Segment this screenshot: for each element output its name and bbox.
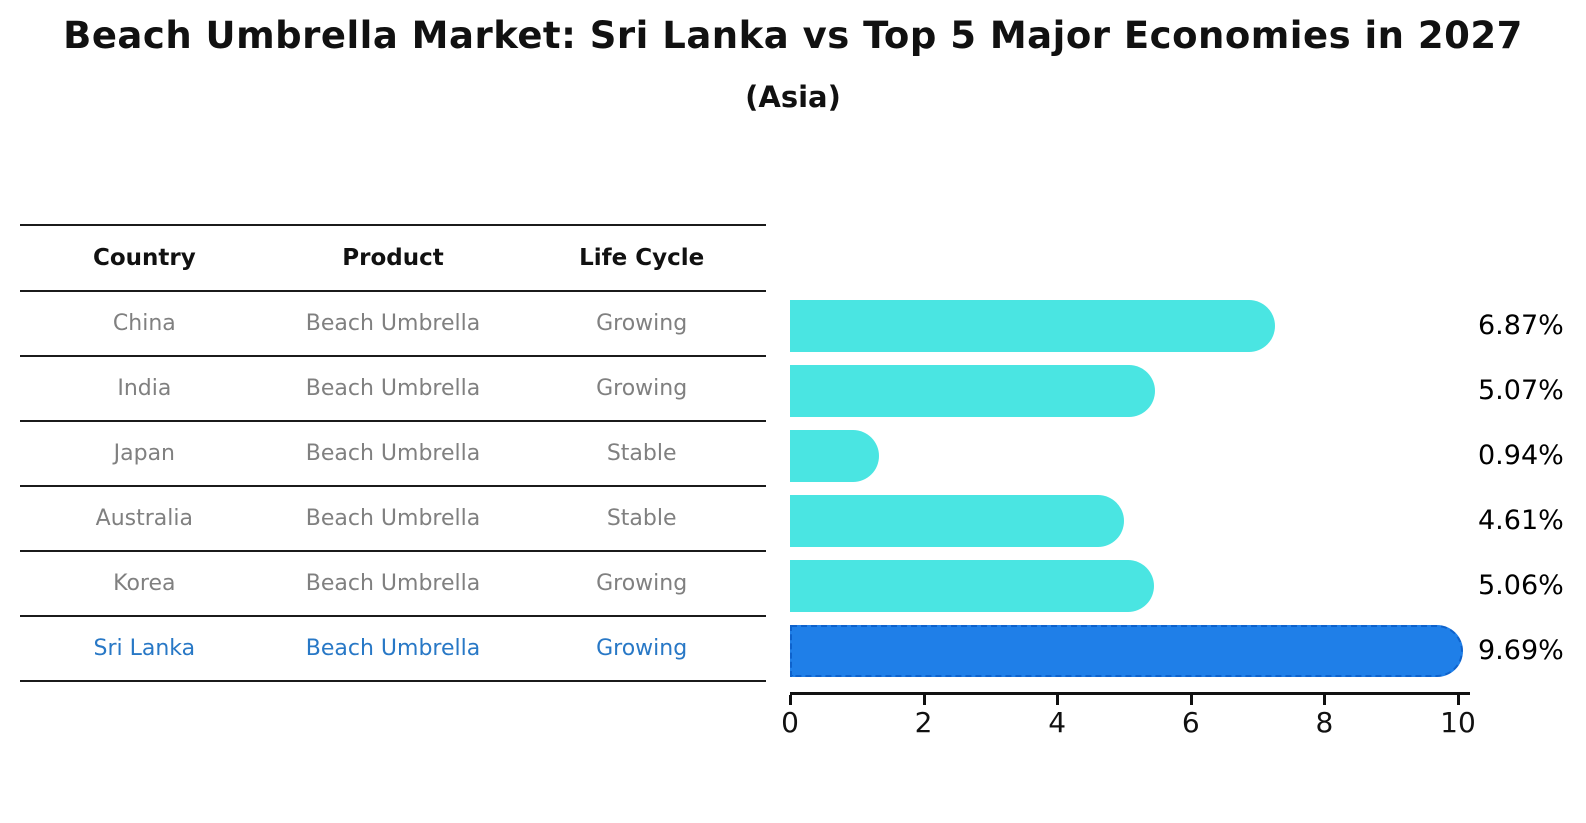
- x-tick: [1189, 695, 1193, 705]
- bar-india: [790, 365, 1155, 417]
- bar-row-korea: 5.06%: [790, 560, 1586, 612]
- country-table: Country Product Life Cycle China Beach Umbr…: [20, 224, 766, 682]
- table-header-row: Country Product Life Cycle: [20, 226, 766, 292]
- x-tick-label: 2: [914, 706, 933, 739]
- cell-product: Beach Umbrella: [305, 376, 481, 401]
- cell-product: Beach Umbrella: [305, 636, 481, 661]
- value-label: 0.94%: [1478, 440, 1564, 471]
- x-tick: [1457, 695, 1460, 705]
- bar-row-sri-lanka: 9.69%: [790, 625, 1586, 677]
- bar-row-australia: 4.61%: [790, 495, 1586, 547]
- value-label: 5.06%: [1478, 570, 1564, 601]
- cell-country: India: [117, 376, 172, 401]
- value-label: 5.07%: [1478, 375, 1564, 406]
- table-header-product: Product: [342, 245, 444, 271]
- cell-product: Beach Umbrella: [305, 506, 481, 531]
- x-tick: [1056, 695, 1060, 705]
- cell-life-cycle: Growing: [596, 311, 688, 336]
- x-tick-label: 8: [1315, 706, 1334, 739]
- chart-title: Beach Umbrella Market: Sri Lanka vs Top …: [63, 14, 1523, 57]
- cell-country: Japan: [113, 441, 175, 466]
- x-tick: [1323, 695, 1327, 705]
- x-tick-label: 0: [781, 706, 799, 739]
- bar-row-india: 5.07%: [790, 365, 1586, 417]
- bar-korea: [790, 560, 1154, 612]
- cell-life-cycle: Growing: [596, 571, 688, 596]
- x-axis-line: [790, 692, 1470, 695]
- value-label: 4.61%: [1478, 505, 1564, 536]
- table-row-australia: Australia Beach Umbrella Stable: [20, 487, 766, 552]
- bar-row-china: 6.87%: [790, 300, 1586, 352]
- x-axis: 0 2 4 6 8 10: [781, 692, 1586, 752]
- chart-subtitle: (Asia): [745, 80, 841, 114]
- cell-life-cycle: Growing: [596, 636, 688, 661]
- bar-chart: 6.87% 5.07% 0.94% 4.61% 5.06% 9.69%: [790, 300, 1586, 690]
- cell-life-cycle: Stable: [606, 506, 677, 531]
- bar-china: [790, 300, 1275, 352]
- table-row-japan: Japan Beach Umbrella Stable: [20, 422, 766, 487]
- cell-product: Beach Umbrella: [305, 311, 481, 336]
- bar-japan: [790, 430, 879, 482]
- cell-country: Australia: [95, 506, 193, 531]
- table-header-life-cycle: Life Cycle: [579, 245, 705, 271]
- x-tick-label: 10: [1440, 706, 1476, 739]
- x-tick: [789, 695, 792, 705]
- cell-product: Beach Umbrella: [305, 571, 481, 596]
- cell-life-cycle: Growing: [596, 376, 688, 401]
- cell-country: Korea: [113, 571, 176, 596]
- table-row-sri-lanka: Sri Lanka Beach Umbrella Growing: [20, 617, 766, 682]
- value-label: 6.87%: [1478, 310, 1564, 341]
- cell-country: China: [112, 311, 176, 336]
- cell-product: Beach Umbrella: [305, 441, 481, 466]
- bar-row-japan: 0.94%: [790, 430, 1586, 482]
- table-row-china: China Beach Umbrella Growing: [20, 292, 766, 357]
- table-header-country: Country: [92, 245, 196, 271]
- table-row-korea: Korea Beach Umbrella Growing: [20, 552, 766, 617]
- cell-life-cycle: Stable: [606, 441, 677, 466]
- x-tick-label: 4: [1048, 706, 1067, 739]
- x-tick: [922, 695, 926, 705]
- bar-australia: [790, 495, 1124, 547]
- cell-country: Sri Lanka: [93, 636, 196, 661]
- value-label: 9.69%: [1478, 635, 1564, 666]
- x-tick-label: 6: [1181, 706, 1200, 739]
- table-row-india: India Beach Umbrella Growing: [20, 357, 766, 422]
- bar-sri-lanka: [790, 625, 1464, 677]
